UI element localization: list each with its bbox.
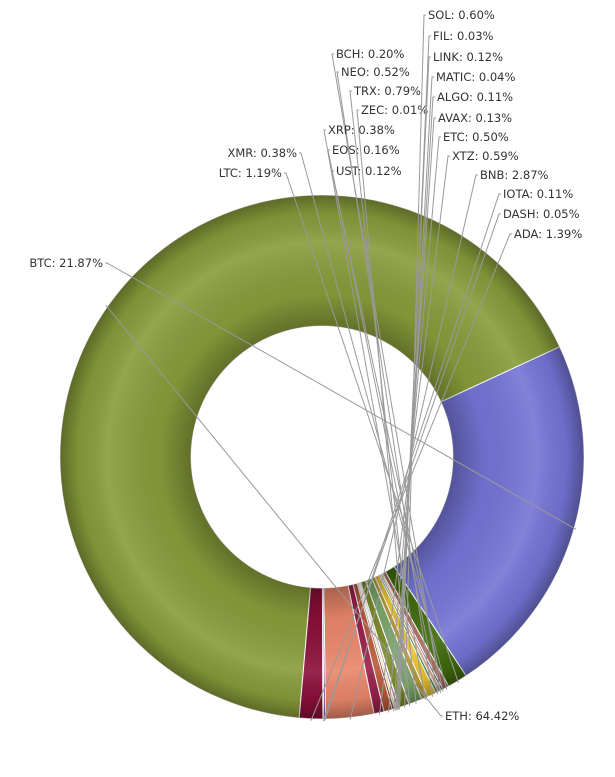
data-label-bnb: BNB: 2.87% (480, 168, 549, 182)
data-label-neo: NEO: 0.52% (341, 65, 410, 79)
data-label-sol: SOL: 0.60% (428, 8, 495, 22)
data-label-xrp: XRP: 0.38% (328, 123, 395, 137)
labels-layer: ETH: 64.42% BTC: 21.87% LTC: 1.19% XMR: 0.3… (29, 8, 582, 723)
data-label-eos: EOS: 0.16% (332, 143, 400, 157)
data-label-zec: ZEC: 0.01% (361, 103, 428, 117)
data-label-dash: DASH: 0.05% (503, 207, 580, 221)
data-label-algo: ALGO: 0.11% (437, 90, 513, 104)
leader-line-xtz (378, 155, 450, 715)
data-label-xtz: XTZ: 0.59% (452, 149, 519, 163)
leader-line-trx (349, 90, 417, 704)
leader-line-etc (388, 136, 441, 713)
data-label-xmr: XMR: 0.38% (228, 146, 298, 160)
leader-line-eth (105, 305, 443, 717)
leader-line-zec (356, 109, 411, 707)
data-label-matic: MATIC: 0.04% (436, 70, 515, 84)
leader-line-xrp (323, 129, 426, 700)
leader-line-avax (393, 117, 436, 712)
data-label-trx: TRX: 0.79% (353, 84, 421, 98)
data-label-btc: BTC: 21.87% (29, 256, 103, 270)
leader-line-ada (310, 233, 512, 721)
data-label-iota: IOTA: 0.11% (503, 187, 573, 201)
data-label-ust: UST: 0.12% (336, 164, 402, 178)
leader-line-btc (105, 262, 577, 530)
leader-line-bnb (349, 174, 478, 720)
slices-layer (59, 194, 585, 720)
data-label-ada: ADA: 1.39% (514, 227, 582, 241)
leader-line-neo (336, 71, 434, 697)
data-label-bch: BCH: 0.20% (336, 47, 405, 61)
data-label-avax: AVAX: 0.13% (438, 111, 512, 125)
data-label-eth: ETH: 64.42% (445, 709, 519, 723)
data-label-fil: FIL: 0.03% (433, 29, 494, 43)
leader-line-dash (322, 213, 501, 722)
data-label-etc: ETC: 0.50% (443, 130, 509, 144)
data-label-ltc: LTC: 1.19% (219, 166, 282, 180)
data-label-link: LINK: 0.12% (433, 50, 503, 64)
